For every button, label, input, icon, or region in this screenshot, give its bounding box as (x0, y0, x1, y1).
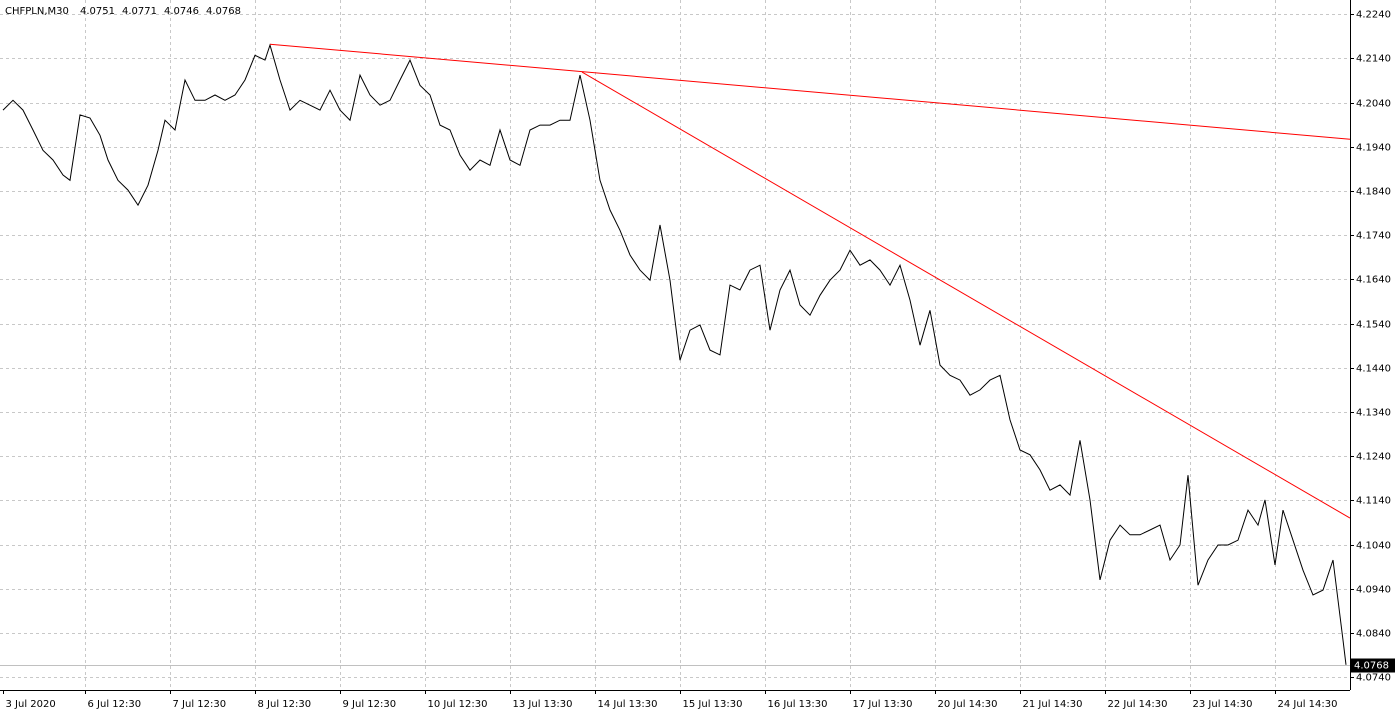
grid (0, 0, 1350, 690)
x-tick-label: 10 Jul 12:30 (428, 699, 488, 710)
x-tick-label: 3 Jul 2020 (6, 699, 56, 710)
y-tick-label: 4.0940 (1356, 585, 1391, 596)
y-tick-label: 4.1040 (1356, 541, 1391, 552)
x-tick-label: 24 Jul 14:30 (1278, 699, 1338, 710)
x-tick-label: 20 Jul 14:30 (938, 699, 998, 710)
y-tick-label: 4.0840 (1356, 629, 1391, 640)
y-tick-label: 4.2040 (1356, 99, 1391, 110)
x-tick-label: 23 Jul 14:30 (1193, 699, 1253, 710)
x-tick-label: 21 Jul 14:30 (1023, 699, 1083, 710)
y-tick-label: 4.1240 (1356, 452, 1391, 463)
y-tick-label: 4.1940 (1356, 143, 1391, 154)
x-tick-label: 17 Jul 13:30 (853, 699, 913, 710)
price-line (2, 43, 1347, 665)
x-tick-label: 16 Jul 13:30 (768, 699, 828, 710)
y-tick-label: 4.2140 (1356, 54, 1391, 65)
y-tick-label: 4.1540 (1356, 320, 1391, 331)
y-tick-label: 4.0740 (1356, 673, 1391, 684)
ohlc-value: 4.0771 (122, 6, 157, 17)
x-tick-label: 15 Jul 13:30 (683, 699, 743, 710)
ohlc-value: 4.0768 (206, 6, 241, 17)
x-tick-label: 7 Jul 12:30 (173, 699, 227, 710)
y-tick-label: 4.1640 (1356, 275, 1391, 286)
y-tick-label: 4.1440 (1356, 364, 1391, 375)
price-label-box (1351, 658, 1395, 673)
y-tick-label: 4.1140 (1356, 496, 1391, 507)
axes: 4.2240 4.2140 4.2040 4.1940 4.1840 4.1740 4.16… (3, 10, 1395, 710)
symbol-title: CHFPLN,M30 (5, 6, 69, 17)
x-tick-label: 9 Jul 12:30 (343, 699, 397, 710)
x-tick-label: 14 Jul 13:30 (598, 699, 658, 710)
y-tick-label: 4.2240 (1356, 10, 1391, 21)
x-tick-label: 22 Jul 14:30 (1108, 699, 1168, 710)
y-tick-label: 4.1840 (1356, 187, 1391, 198)
x-tick-label: 13 Jul 13:30 (513, 699, 573, 710)
ohlc-value: 4.0751 (80, 6, 115, 17)
trendline (581, 71, 1351, 519)
price-label: 4.0768 (1354, 661, 1389, 672)
ohlc-value: 4.0746 (164, 6, 199, 17)
plot (0, 43, 1351, 666)
y-tick-label: 4.1740 (1356, 231, 1391, 242)
x-tick-label: 8 Jul 12:30 (258, 699, 312, 710)
y-tick-label: 4.1340 (1356, 408, 1391, 419)
x-tick-label: 6 Jul 12:30 (88, 699, 142, 710)
trendline (269, 43, 1351, 140)
